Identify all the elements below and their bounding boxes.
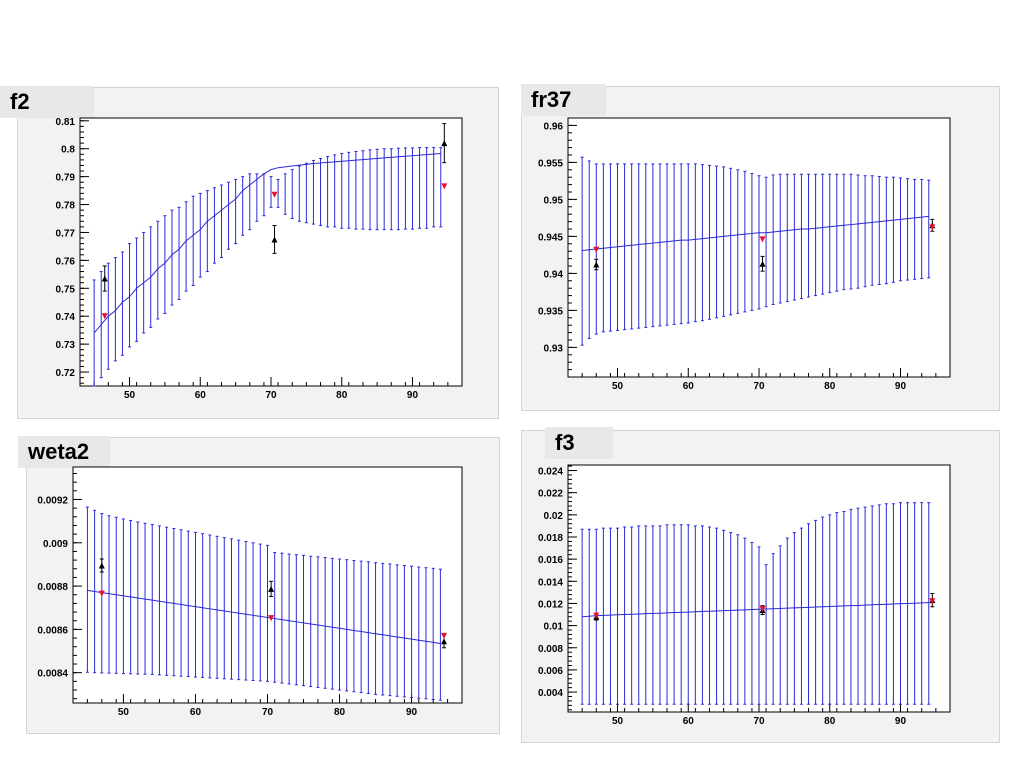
y-tick-label: 0.0084 [37, 669, 68, 680]
data-point-down [929, 224, 936, 231]
chart-title-weta2: weta2 [18, 436, 110, 468]
x-tick-label: 70 [753, 716, 765, 727]
y-tick-label: 0.96 [544, 121, 564, 132]
y-tick-label: 0.014 [538, 577, 563, 588]
chart-title-fr37: fr37 [521, 84, 606, 116]
y-tick-label: 0.024 [538, 467, 563, 478]
y-tick-label: 0.006 [538, 666, 563, 677]
data-point-down [593, 246, 600, 253]
y-tick-label: 0.81 [56, 117, 76, 128]
x-tick-label: 90 [895, 381, 907, 392]
y-tick-label: 0.74 [56, 312, 76, 323]
y-tick-label: 0.022 [538, 489, 563, 500]
y-tick-label: 0.94 [544, 269, 564, 280]
data-point-up [271, 236, 278, 243]
x-tick-label: 80 [334, 707, 346, 718]
data-point-down [271, 191, 278, 198]
y-tick-label: 0.02 [544, 511, 564, 522]
y-tick-label: 0.009 [43, 539, 68, 550]
y-tick-label: 0.008 [538, 644, 563, 655]
y-tick-label: 0.0086 [37, 625, 68, 636]
y-tick-label: 0.75 [56, 284, 76, 295]
band-center-line [93, 152, 441, 334]
y-tick-label: 0.018 [538, 533, 563, 544]
data-point-up [759, 260, 766, 267]
x-tick-label: 60 [195, 390, 207, 401]
data-point-down [441, 183, 448, 190]
x-tick-label: 80 [824, 381, 836, 392]
data-point-up [268, 585, 275, 592]
y-tick-label: 0.93 [544, 343, 564, 354]
y-tick-label: 0.945 [538, 232, 563, 243]
y-tick-label: 0.935 [538, 306, 563, 317]
data-point-up [98, 562, 105, 569]
x-tick-label: 90 [407, 390, 419, 401]
data-point-down [98, 590, 105, 597]
y-tick-label: 0.01 [544, 622, 564, 633]
y-tick-label: 0.004 [538, 688, 563, 699]
x-tick-label: 90 [895, 716, 907, 727]
x-tick-label: 80 [336, 390, 348, 401]
y-tick-label: 0.79 [56, 173, 76, 184]
data-point-down [101, 313, 108, 320]
y-tick-label: 0.8 [61, 145, 75, 156]
data-point-up [440, 638, 447, 645]
data-point-up [441, 140, 448, 147]
data-point-up [593, 261, 600, 268]
x-tick-label: 60 [683, 716, 695, 727]
data-point-down [759, 605, 766, 612]
band-center-line [582, 602, 929, 618]
y-tick-label: 0.77 [56, 228, 76, 239]
x-tick-label: 50 [124, 390, 136, 401]
x-tick-label: 60 [683, 381, 695, 392]
y-tick-label: 0.73 [56, 340, 76, 351]
y-tick-label: 0.72 [56, 368, 76, 379]
band-center-line [87, 589, 441, 644]
x-tick-label: 70 [265, 390, 277, 401]
x-tick-label: 60 [190, 707, 202, 718]
x-tick-label: 70 [753, 381, 765, 392]
data-point-down [593, 612, 600, 619]
data-point-down [929, 598, 936, 605]
y-tick-label: 0.0092 [37, 495, 68, 506]
data-point-down [759, 236, 766, 243]
y-tick-label: 0.016 [538, 555, 563, 566]
y-tick-label: 0.955 [538, 158, 563, 169]
y-tick-label: 0.0088 [37, 582, 68, 593]
y-tick-label: 0.78 [56, 201, 76, 212]
y-tick-label: 0.95 [544, 195, 564, 206]
band-center-line [582, 215, 929, 251]
x-tick-label: 90 [406, 707, 418, 718]
y-tick-label: 0.012 [538, 599, 563, 610]
data-point-down [268, 615, 275, 622]
x-tick-label: 50 [612, 381, 624, 392]
chart-title-f2: f2 [0, 86, 94, 118]
x-tick-label: 50 [118, 707, 130, 718]
data-point-down [440, 632, 447, 639]
data-point-up [101, 275, 108, 282]
x-tick-label: 80 [824, 716, 836, 727]
x-tick-label: 50 [612, 716, 624, 727]
chart-title-f3: f3 [545, 427, 613, 459]
x-tick-label: 70 [262, 707, 274, 718]
y-tick-label: 0.76 [56, 256, 76, 267]
